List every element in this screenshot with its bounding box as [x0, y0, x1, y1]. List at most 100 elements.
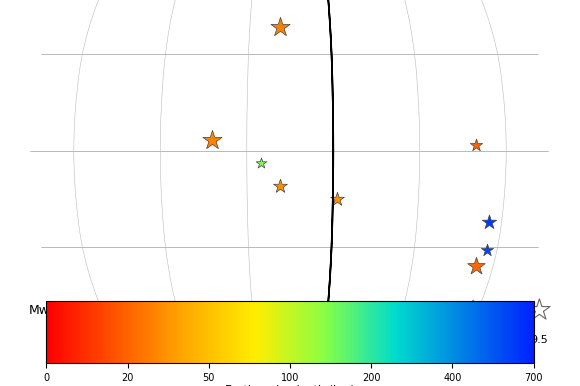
- Point: [475, 135, 484, 141]
- Point: [240, 168, 249, 174]
- Point: [490, 94, 499, 100]
- Point: [477, 179, 486, 185]
- Point: [261, 40, 270, 46]
- Point: [264, 36, 274, 42]
- Point: [318, 198, 327, 204]
- Point: [184, 252, 193, 259]
- Point: [122, 27, 131, 34]
- Point: [256, 124, 266, 130]
- Point: [303, 188, 313, 195]
- Point: [253, 57, 262, 63]
- Point: [215, 147, 224, 153]
- Point: [464, 110, 473, 117]
- Point: [115, 27, 125, 33]
- Point: [467, 330, 477, 336]
- Point: [501, 168, 510, 174]
- Point: [273, 165, 282, 171]
- Point: [111, 176, 120, 182]
- Point: [38, 85, 47, 91]
- Point: [245, 76, 254, 82]
- Point: [172, 36, 181, 42]
- Point: [242, 137, 251, 144]
- Point: [242, 149, 251, 155]
- Point: [211, 135, 220, 142]
- Point: [428, 70, 437, 76]
- Point: [474, 134, 484, 141]
- Point: [154, 18, 164, 24]
- Point: [296, 186, 305, 192]
- Point: [252, 101, 261, 107]
- Point: [276, 19, 285, 25]
- Point: [158, 201, 168, 207]
- Point: [114, 30, 124, 37]
- Point: [278, 166, 287, 172]
- Point: [248, 73, 257, 79]
- Point: [296, 0, 305, 6]
- Point: [306, 296, 316, 302]
- Point: [260, 50, 269, 56]
- Point: [226, 150, 235, 156]
- Point: [477, 337, 487, 343]
- Point: [477, 156, 487, 162]
- Point: [476, 120, 485, 127]
- Point: [470, 328, 480, 335]
- Point: [160, 39, 169, 45]
- Point: [325, 226, 334, 232]
- Point: [225, 148, 234, 154]
- Point: [259, 45, 268, 51]
- Point: [427, 75, 437, 81]
- Point: [478, 191, 488, 197]
- Point: [268, 25, 277, 32]
- Point: [319, 265, 328, 271]
- Point: [130, 23, 140, 29]
- Point: [475, 333, 484, 339]
- Point: [271, 27, 281, 33]
- Point: [475, 222, 484, 228]
- Point: [282, 170, 291, 176]
- Point: [221, 146, 230, 152]
- Point: [187, 259, 197, 265]
- Point: [289, 171, 298, 177]
- Point: [174, 36, 183, 42]
- Point: [248, 64, 258, 70]
- Point: [311, 281, 321, 287]
- Point: [223, 151, 233, 157]
- Point: [481, 336, 491, 342]
- Point: [229, 157, 238, 163]
- Point: [216, 143, 226, 149]
- Point: [175, 32, 184, 38]
- Point: [309, 196, 318, 202]
- Point: [276, 17, 285, 23]
- Point: [451, 339, 461, 345]
- Point: [470, 271, 479, 277]
- Point: [84, 28, 93, 34]
- Point: [471, 265, 480, 271]
- Point: [475, 169, 484, 175]
- Point: [230, 159, 239, 165]
- Point: [84, 27, 93, 33]
- Point: [475, 163, 484, 169]
- Point: [264, 38, 273, 44]
- Point: [235, 165, 245, 171]
- Point: [288, 170, 298, 176]
- Point: [264, 39, 274, 45]
- Point: [320, 213, 329, 219]
- Point: [474, 232, 484, 238]
- Point: [91, 27, 100, 33]
- Point: [114, 5, 123, 12]
- Point: [147, 55, 156, 61]
- Point: [267, 37, 277, 43]
- Point: [282, 171, 291, 177]
- Point: [323, 259, 332, 265]
- Point: [255, 56, 264, 62]
- Point: [474, 132, 483, 138]
- Point: [125, 14, 135, 20]
- Point: [474, 117, 483, 124]
- Point: [271, 162, 280, 168]
- Point: [259, 40, 268, 46]
- Point: [478, 213, 487, 219]
- Point: [329, 241, 338, 247]
- Point: [244, 174, 253, 180]
- Point: [222, 149, 231, 155]
- Point: [329, 232, 338, 239]
